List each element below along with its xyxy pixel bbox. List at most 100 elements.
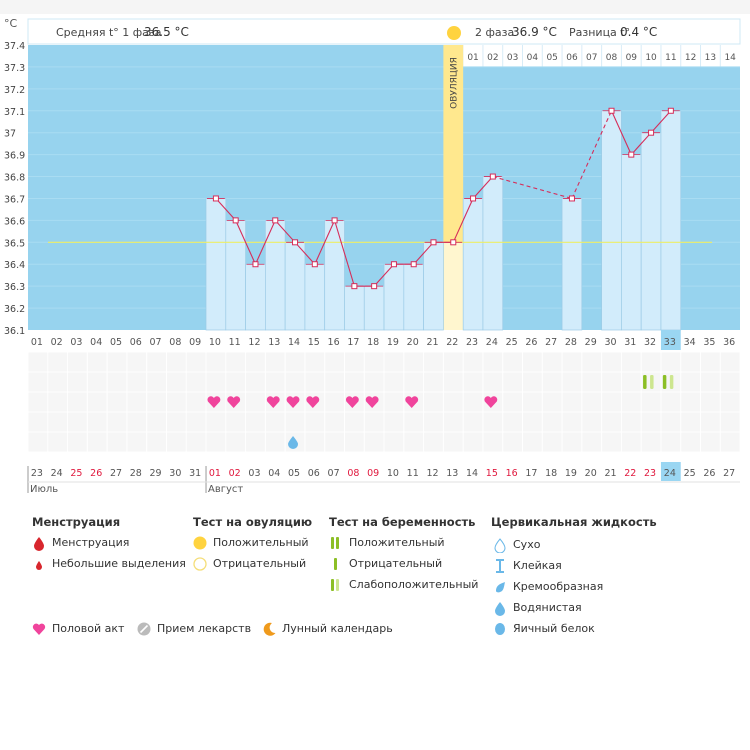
symbol-cell [404,412,424,432]
cycle-day-label: 17 [347,337,359,348]
symbol-cell [483,352,503,372]
temperature-line-segment [314,220,336,265]
symbol-cell [246,372,265,392]
date-label: 13 [446,468,458,479]
temperature-point [351,283,358,290]
heart-icon [286,396,300,408]
symbol-cell [68,432,87,452]
symbol-cell [246,412,265,432]
temperature-point [608,107,615,114]
date-label: 03 [248,468,260,479]
moon-icon [263,622,276,636]
symbol-cell [384,392,404,412]
phase2-day-label: 01 [467,53,478,63]
cycle-day-label: 34 [684,337,696,348]
symbol-cell [621,412,641,432]
date-label: 25 [70,468,82,479]
symbol-cell [246,432,265,452]
water-drop-icon [288,436,299,449]
symbol-cell [384,352,404,372]
cycle-day-label: 22 [446,337,458,348]
cycle-day-label: 19 [387,337,399,348]
symbol-cell [661,412,681,432]
symbol-cell [720,392,740,412]
date-label: 10 [387,468,399,479]
symbol-cell [542,412,562,432]
symbol-cell [463,412,483,432]
cycle-day-label: 13 [268,337,280,348]
symbol-cell [325,412,344,432]
symbol-cell [621,392,641,412]
heart-icon [207,396,221,408]
temperature-point [212,195,219,202]
symbol-cell [582,372,602,392]
heart-icon [32,623,46,635]
cycle-day-label: 03 [70,337,82,348]
cycle-day-label: 27 [545,337,557,348]
symbol-cell [364,372,384,392]
symbol-cell [562,392,582,412]
cycle-day-label: 20 [407,337,419,348]
symbol-cell [226,432,246,452]
symbol-cell [186,412,206,432]
symbol-cell [523,392,542,412]
temperature-bar [462,198,484,331]
symbol-cell [87,352,107,372]
temperature-line-segment [294,241,316,265]
today-highlight [660,462,681,481]
phase2-day-label: 06 [566,53,578,63]
symbol-cell [48,352,68,372]
symbol-cell [503,412,522,432]
cycle-day-label: 26 [525,337,537,348]
symbol-cell [246,352,265,372]
symbol-cell [641,432,661,452]
date-label: 19 [565,468,577,479]
symbol-cell [364,412,384,432]
water-drop-icon [495,602,505,616]
temperature-point [470,195,477,202]
temperature-bar [284,241,306,331]
temperature-bar [601,110,622,331]
symbol-cell [602,432,621,452]
date-label: 01 [209,468,221,479]
y-tick-label: 36.5 [4,238,25,249]
date-label: 16 [506,468,518,479]
temperature-line-segment [472,176,494,199]
date-label: 29 [150,468,162,479]
date-label: 26 [703,468,715,479]
legend-ovulation-test-title: Тест на овуляцию [193,515,313,529]
symbol-cell [503,372,522,392]
legend: Менструация Менструация Небольшие выделе… [32,515,657,636]
date-label: 25 [684,468,696,479]
symbol-cell [127,372,147,392]
symbol-cell [720,412,740,432]
temperature-bar [660,110,682,331]
symbol-cell [720,432,740,452]
symbol-cell [483,432,503,452]
symbol-cell [621,432,641,452]
date-label: 21 [604,468,616,479]
cycle-day-label: 06 [130,337,142,348]
symbol-cell [226,352,246,372]
y-tick-label: 36.8 [4,173,25,184]
y-tick-label: 36.9 [4,151,25,162]
y-tick-label: 36.3 [4,282,25,293]
month-label: Август [208,484,243,495]
symbol-cell [463,392,483,412]
temperature-bar [245,263,266,331]
temperature-bar [205,198,227,331]
y-tick-label: 36.2 [4,304,25,315]
legend-pregnancy-test-title: Тест на беременность [329,515,476,529]
symbol-cell [443,352,463,372]
symbol-cell [681,432,701,452]
symbol-cell [48,372,68,392]
temperature-point [568,195,575,202]
heart-icon [484,396,498,408]
date-label: 27 [723,468,735,479]
symbol-cell [107,432,127,452]
symbol-cell [523,372,542,392]
date-label: 02 [229,468,241,479]
bbt-chart: °C Средняя t° 1 фаза 36.5 °C 2 фаза 36.9… [4,17,741,495]
symbol-cell [68,372,87,392]
cycle-day-label: 31 [624,337,636,348]
